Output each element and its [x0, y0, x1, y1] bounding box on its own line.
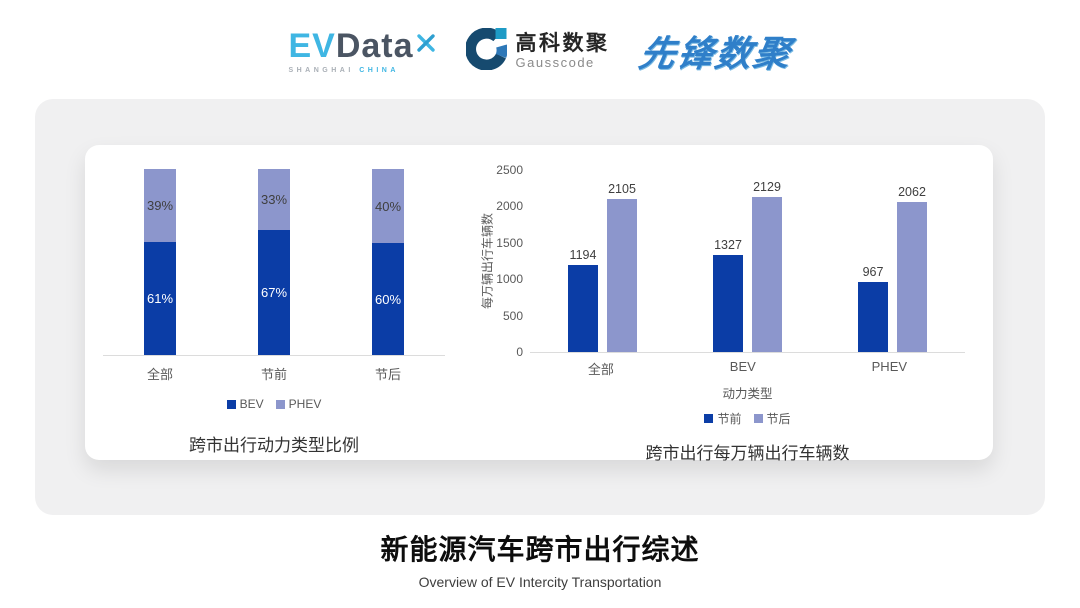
- grouped-legend: 节前 节后: [530, 410, 965, 427]
- charts-card: 39% 61% 33% 67% 40% 60% 全部 节前 节后 BEV PHEV 跨市出行动力…: [85, 145, 993, 463]
- stacked-categories: 全部 节前 节后: [103, 364, 445, 383]
- legend-label: 节后: [766, 412, 791, 426]
- grouped-bar: [752, 197, 782, 352]
- legend-swatch: [275, 399, 285, 409]
- bar-segment: 60%: [372, 243, 404, 355]
- evdata-sub-shanghai: SHANGHAI: [288, 66, 354, 74]
- stacked-legend: BEV PHEV: [103, 397, 445, 411]
- content-panel: 39% 61% 33% 67% 40% 60% 全部 节前 节后 BEV PHEV 跨市出行动力…: [35, 99, 1045, 515]
- segment-value-label: 39%: [146, 198, 174, 213]
- bar-segment: 61%: [144, 242, 176, 355]
- legend-swatch: [753, 414, 763, 423]
- bar-value-label: 2105: [608, 182, 636, 196]
- segment-value-label: 40%: [374, 198, 402, 214]
- evdata-wordmark: EV Data: [288, 29, 435, 63]
- xianfeng-logo: 先锋数聚: [635, 33, 795, 74]
- bar-with-label: 1327: [713, 238, 743, 352]
- bar-segment: 39%: [144, 169, 176, 242]
- segment-value-label: 67%: [260, 285, 288, 300]
- ytick-label: 1000: [496, 272, 523, 286]
- bar-group: 1194 2105: [568, 182, 637, 352]
- stacked-bar: 39% 61%: [144, 169, 176, 355]
- footer: 新能源汽车跨市出行综述 Overview of EV Intercity Tra…: [0, 528, 1080, 590]
- bar-with-label: 2062: [897, 185, 927, 352]
- grouped-chart-title: 跨市出行每万辆出行车辆数: [645, 444, 850, 463]
- grouped-bar: [607, 199, 637, 352]
- segment-value-label: 60%: [374, 291, 402, 307]
- legend-item: 节前: [704, 410, 742, 427]
- segment-value-label: 33%: [260, 192, 288, 207]
- grouped-chart: 每万辆出行车辆数 0 500 1000 1500 2000 2500 1194 2105 13…: [480, 163, 980, 464]
- page-subtitle: Overview of EV Intercity Transportation: [418, 574, 662, 590]
- category-label: 节后: [374, 367, 401, 382]
- grouped-bar: [858, 282, 888, 352]
- sparkle-icon: [416, 25, 436, 59]
- category-label: BEV: [729, 359, 756, 374]
- page-title: 新能源汽车跨市出行综述: [380, 534, 700, 565]
- gausscode-en: Gausscode: [515, 55, 595, 71]
- gausscode-text: 高科数聚 Gausscode: [516, 32, 610, 70]
- grouped-bar: [713, 255, 743, 352]
- grouped-plot: 1194 2105 1327 2129 967 2062: [530, 170, 965, 353]
- legend-label: PHEV: [288, 397, 322, 411]
- grouped-bar: [897, 202, 927, 352]
- evdata-logo: EV Data SHANGHAI CHINA: [288, 29, 435, 74]
- category-label: 全部: [587, 362, 614, 377]
- legend-item: PHEV: [275, 397, 322, 411]
- grouped-bar: [568, 265, 598, 352]
- bar-value-label: 2062: [898, 185, 926, 199]
- bar-with-label: 1194: [568, 248, 598, 352]
- logo-row: EV Data SHANGHAI CHINA 高科数聚 Gausscode: [0, 20, 1080, 82]
- ytick-label: 2500: [496, 163, 523, 177]
- legend-swatch: [226, 399, 236, 409]
- bar-segment: 40%: [372, 169, 404, 243]
- stacked-bar: 40% 60%: [372, 169, 404, 355]
- evdata-sub-china: CHINA: [359, 66, 399, 74]
- legend-label: 节前: [717, 412, 742, 426]
- bar-with-label: 2105: [607, 182, 637, 352]
- legend-item: 节后: [753, 410, 791, 427]
- legend-item: BEV: [226, 397, 264, 411]
- y-axis-ticks: 0 500 1000 1500 2000 2500: [480, 163, 523, 359]
- stacked-plot: 39% 61% 33% 67% 40% 60%: [103, 169, 445, 356]
- bar-segment: 67%: [258, 230, 290, 355]
- ytick-label: 0: [516, 345, 523, 359]
- gausscode-cn: 高科数聚: [515, 31, 610, 55]
- bar-with-label: 967: [858, 265, 888, 352]
- bar-segment: 33%: [258, 169, 290, 230]
- gausscode-mark-icon: [464, 27, 508, 75]
- category-label: 节前: [260, 367, 287, 382]
- bar-value-label: 2129: [753, 180, 781, 194]
- grouped-categories: 全部 BEV PHEV: [530, 359, 965, 378]
- legend-label: BEV: [239, 397, 264, 411]
- bar-group: 1327 2129: [713, 180, 782, 352]
- evdata-ev-text: EV: [288, 26, 336, 65]
- bar-with-label: 2129: [752, 180, 782, 352]
- stacked-chart: 39% 61% 33% 67% 40% 60% 全部 节前 节后 BEV PHEV 跨市出行动力…: [103, 169, 445, 456]
- category-label: 全部: [146, 367, 173, 382]
- evdata-subtext: SHANGHAI CHINA: [288, 67, 398, 74]
- stacked-bar: 33% 67%: [258, 169, 290, 355]
- ytick-label: 2000: [496, 199, 523, 213]
- bar-value-label: 1194: [569, 248, 597, 262]
- gausscode-logo: 高科数聚 Gausscode: [464, 27, 610, 75]
- bar-value-label: 967: [862, 265, 884, 279]
- bar-value-label: 1327: [714, 238, 742, 252]
- segment-value-label: 61%: [146, 291, 174, 306]
- ytick-label: 1500: [496, 236, 523, 250]
- bar-group: 967 2062: [858, 185, 927, 352]
- x-axis-title: 动力类型: [722, 387, 773, 401]
- ytick-label: 500: [502, 309, 523, 323]
- stacked-chart-title: 跨市出行动力类型比例: [189, 436, 359, 455]
- evdata-data-text: Data: [335, 26, 414, 65]
- category-label: PHEV: [871, 359, 908, 374]
- legend-swatch: [704, 414, 714, 423]
